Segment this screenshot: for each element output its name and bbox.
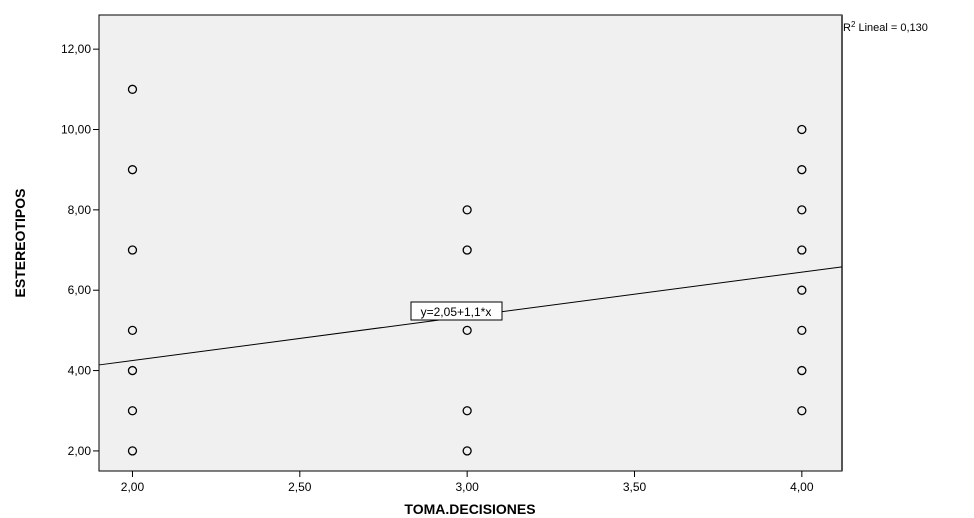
x-axis-ticks: 2,00 2,50 3,00 3,50 4,00 xyxy=(121,471,814,494)
data-point xyxy=(462,245,472,255)
data-point xyxy=(462,406,472,416)
x-tick-label: 3,50 xyxy=(623,480,647,494)
x-axis-title: TOMA.DECISIONES xyxy=(404,501,535,517)
y-tick-label: 4,00 xyxy=(68,364,92,378)
data-point xyxy=(127,84,138,94)
data-point xyxy=(797,124,807,135)
data-point xyxy=(127,245,138,255)
data-point xyxy=(797,165,807,175)
data-point xyxy=(462,205,472,215)
data-point xyxy=(127,446,138,456)
plot-area xyxy=(98,14,843,472)
data-point xyxy=(797,285,807,295)
data-point xyxy=(127,165,138,175)
x-tick-label: 2,00 xyxy=(121,480,145,494)
data-point xyxy=(797,245,807,255)
data-point xyxy=(797,205,807,215)
y-axis-title: ESTEREOTIPOS xyxy=(12,189,28,298)
x-tick-label: 4,00 xyxy=(790,480,814,494)
data-point xyxy=(797,325,807,336)
y-tick-label: 10,00 xyxy=(61,123,91,137)
fit-equation-text: y=2,05+1,1*x xyxy=(421,305,492,319)
data-point xyxy=(462,446,472,456)
y-tick-label: 12,00 xyxy=(61,42,91,56)
data-point xyxy=(127,365,138,376)
data-point xyxy=(797,365,807,376)
y-tick-label: 8,00 xyxy=(68,203,92,217)
data-point xyxy=(127,325,138,336)
data-points xyxy=(127,84,807,456)
fit-equation-label: y=2,05+1,1*x xyxy=(410,301,503,321)
y-axis-ticks: 2,00 4,00 6,00 8,00 10,00 12,00 xyxy=(61,42,99,458)
data-point xyxy=(462,325,472,336)
y-tick-label: 6,00 xyxy=(68,283,92,297)
data-point xyxy=(797,406,807,416)
x-tick-label: 3,00 xyxy=(455,480,479,494)
data-point xyxy=(127,406,138,416)
x-tick-label: 2,50 xyxy=(288,480,312,494)
y-tick-label: 2,00 xyxy=(68,444,92,458)
r-squared-label: R2 Lineal = 0,130 xyxy=(843,20,928,34)
